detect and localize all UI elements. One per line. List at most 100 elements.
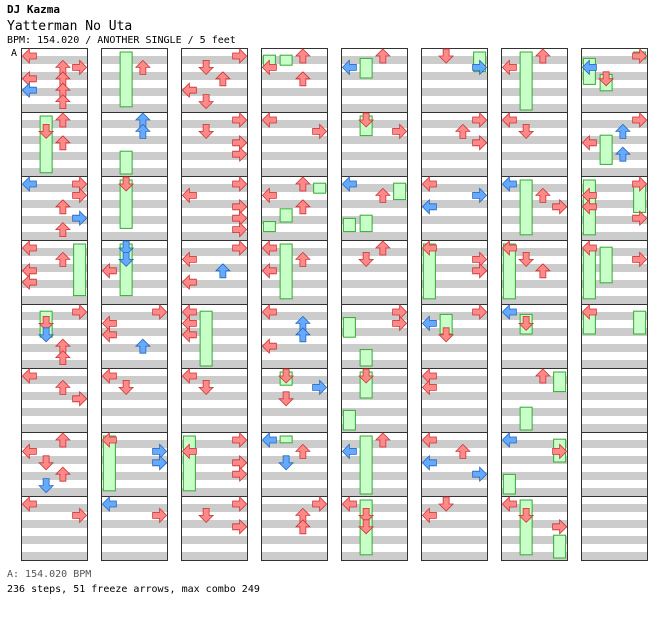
step-arrow-left-icon	[261, 187, 277, 204]
step-arrow-up-icon	[54, 350, 71, 366]
beat-stripe	[421, 184, 488, 192]
step-arrow-right-icon	[72, 210, 88, 227]
freeze-arrow-right	[393, 182, 407, 201]
step-arrow-right-icon	[632, 48, 648, 64]
beat-stripe	[261, 216, 328, 224]
step-arrow-left-icon	[421, 454, 437, 471]
beat-stripe	[341, 456, 408, 464]
beat-stripe	[181, 296, 248, 304]
beat-stripe	[581, 440, 648, 448]
beat-stripe	[101, 184, 168, 192]
step-arrow-left-icon	[21, 48, 37, 64]
beat-stripe	[421, 520, 488, 528]
freeze-arrow-left	[502, 473, 516, 495]
beat-stripe	[181, 392, 248, 400]
beat-stripe	[501, 456, 568, 464]
beat-stripe	[421, 136, 488, 144]
step-arrow-left-icon	[101, 326, 117, 343]
beat-stripe	[341, 120, 408, 128]
beat-stripe	[21, 88, 88, 96]
step-arrow-left-icon	[101, 368, 117, 384]
beat-stripe	[341, 152, 408, 160]
step-arrow-left-icon	[421, 198, 437, 215]
beat-stripe	[501, 120, 568, 128]
beat-stripe	[101, 456, 168, 464]
beat-stripe	[261, 120, 328, 128]
beat-stripe	[101, 392, 168, 400]
beat-stripe	[581, 504, 648, 512]
step-arrow-up-icon	[54, 112, 71, 128]
measure-box	[581, 496, 648, 561]
beat-stripe	[261, 280, 328, 288]
beat-stripe	[421, 232, 488, 240]
beat-stripe	[421, 200, 488, 208]
beat-stripe	[581, 424, 648, 432]
beat-stripe	[421, 280, 488, 288]
beat-stripe	[261, 104, 328, 112]
beat-stripe	[421, 504, 488, 512]
beat-stripe	[421, 72, 488, 80]
step-arrow-right-icon	[472, 134, 488, 151]
beat-stripe	[101, 424, 168, 432]
step-arrow-right-icon	[312, 379, 328, 396]
step-arrow-right-icon	[632, 176, 648, 192]
step-arrow-right-icon	[232, 518, 248, 535]
beat-stripe	[421, 328, 488, 336]
beat-stripe	[341, 168, 408, 176]
step-arrow-left-icon	[501, 112, 517, 128]
step-arrow-down-icon	[198, 123, 215, 139]
beat-stripe	[421, 376, 488, 384]
beat-stripe	[21, 360, 88, 368]
beat-stripe	[181, 72, 248, 80]
freeze-arrow-left	[342, 317, 356, 338]
beat-stripe	[181, 536, 248, 544]
step-arrow-left-icon	[101, 496, 117, 512]
beat-stripe	[341, 344, 408, 352]
step-arrow-right-icon	[232, 221, 248, 238]
step-arrow-right-icon	[632, 210, 648, 227]
freeze-arrow-left	[262, 221, 276, 233]
step-arrow-left-icon	[21, 443, 37, 460]
beat-stripe	[581, 520, 648, 528]
beat-stripe	[261, 136, 328, 144]
step-arrow-left-icon	[21, 368, 37, 384]
step-arrow-left-icon	[581, 198, 597, 215]
step-arrow-up-icon	[54, 199, 71, 215]
beat-stripe	[421, 344, 488, 352]
beat-stripe	[421, 88, 488, 96]
beat-stripe	[261, 232, 328, 240]
beat-stripe	[341, 280, 408, 288]
beat-stripe	[421, 296, 488, 304]
beat-stripe	[341, 232, 408, 240]
beat-stripe	[341, 360, 408, 368]
step-arrow-up-icon	[534, 48, 551, 64]
beat-stripe	[261, 488, 328, 496]
step-arrow-left-icon	[21, 240, 37, 256]
beat-stripe	[341, 136, 408, 144]
step-arrow-up-icon	[294, 176, 311, 192]
beat-stripe	[501, 296, 568, 304]
freeze-arrow-down	[599, 134, 613, 165]
step-arrow-right-icon	[72, 507, 88, 524]
beat-stripe	[341, 88, 408, 96]
beat-stripe	[581, 264, 648, 272]
beat-stripe	[581, 536, 648, 544]
step-arrow-left-icon	[421, 176, 437, 192]
beat-stripe	[581, 152, 648, 160]
beat-stripe	[581, 408, 648, 416]
step-arrow-up-icon	[454, 443, 471, 459]
beat-stripe	[501, 536, 568, 544]
song-title: Yatterman No Uta	[7, 19, 133, 34]
step-arrow-down-icon	[518, 508, 535, 523]
step-arrow-left-icon	[581, 134, 597, 151]
freeze-arrow-down	[279, 435, 293, 444]
step-arrow-left-icon	[261, 240, 277, 256]
freeze-arrow-down	[599, 246, 613, 284]
beat-stripe	[101, 168, 168, 176]
beat-stripe	[101, 72, 168, 80]
step-arrow-down-icon	[118, 251, 135, 267]
beat-stripe	[101, 136, 168, 144]
step-arrow-up-icon	[454, 123, 471, 139]
step-arrow-down-icon	[198, 508, 215, 523]
step-arrow-right-icon	[312, 123, 328, 140]
